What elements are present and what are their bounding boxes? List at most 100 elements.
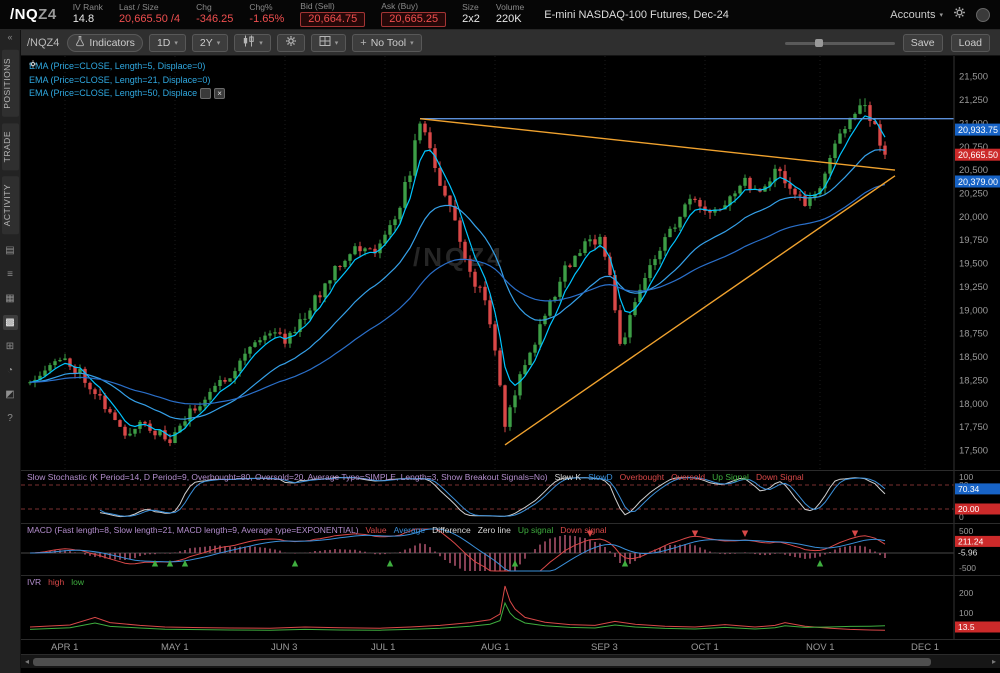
header-right-controls: Accounts ▾ bbox=[890, 6, 990, 24]
range-dropdown[interactable]: 2Y ▾ bbox=[191, 33, 229, 52]
sidebar-tab-trade[interactable]: TRADE bbox=[1, 122, 19, 171]
chevron-down-icon: ▾ bbox=[410, 39, 414, 47]
chart-style-dropdown[interactable]: ▾ bbox=[234, 33, 271, 52]
watchlist-icon[interactable]: ≡ bbox=[7, 269, 13, 281]
price-panel[interactable]: /NQZ4 21,50021,25021,00020,75020,50020,2… bbox=[21, 56, 1000, 470]
svg-text:200: 200 bbox=[959, 588, 973, 598]
scrollbar-thumb[interactable] bbox=[33, 658, 931, 666]
svg-text:21,250: 21,250 bbox=[959, 95, 988, 106]
svg-text:0: 0 bbox=[959, 512, 964, 522]
chart-area: /NQZ4 21,50021,25021,00020,75020,50020,2… bbox=[21, 56, 1000, 673]
svg-text:-500: -500 bbox=[959, 563, 976, 573]
svg-text:-5.96: -5.96 bbox=[958, 547, 978, 557]
stochastic-study-label[interactable]: Slow Stochastic (K Period=14, D Period=9… bbox=[27, 472, 804, 482]
sidebar-tab-activity[interactable]: ACTIVITY bbox=[1, 176, 19, 235]
ivr-panel[interactable]: 200 100 13.5 IVR high low bbox=[21, 575, 1000, 639]
chart-settings-button[interactable] bbox=[276, 33, 305, 52]
crosshair-icon: + bbox=[360, 36, 367, 49]
instrument-description: E-mini NASDAQ-100 Futures, Dec-24 bbox=[544, 8, 729, 21]
history-icon[interactable]: ◔ bbox=[6, 365, 14, 377]
svg-text:18,250: 18,250 bbox=[959, 375, 988, 386]
macd-study-label[interactable]: MACD (Fast length=8, Slow length=21, MAC… bbox=[27, 525, 607, 535]
time-axis-label: AUG 1 bbox=[481, 642, 510, 653]
svg-text:20,250: 20,250 bbox=[959, 189, 988, 200]
svg-text:500: 500 bbox=[959, 526, 973, 536]
drawing-tool-dropdown[interactable]: + No Tool ▾ bbox=[352, 33, 422, 52]
calendar-icon[interactable]: ▦ bbox=[5, 293, 15, 305]
indicators-button[interactable]: Indicators bbox=[67, 33, 143, 52]
load-button[interactable]: Load bbox=[950, 33, 990, 52]
flexible-grid-icon[interactable]: ⊞ bbox=[5, 341, 15, 353]
study-label-0[interactable]: EMA (Price=CLOSE, Length=5, Displace=0) bbox=[29, 61, 206, 71]
grid-layout-dropdown[interactable]: ▾ bbox=[310, 33, 347, 52]
ivr-canvas[interactable]: 200 100 13.5 bbox=[21, 576, 1000, 639]
svg-text:70.34: 70.34 bbox=[958, 484, 980, 494]
svg-text:20,665.50: 20,665.50 bbox=[958, 150, 998, 160]
time-axis-label: NOV 1 bbox=[806, 642, 835, 653]
svg-text:13.5: 13.5 bbox=[958, 622, 975, 632]
zoom-slider-track bbox=[784, 41, 895, 45]
left-sidebar: « POSITIONS TRADE ACTIVITY ▤ ≡ ▦ ▩ ⊞ ◔ ◩? bbox=[0, 30, 21, 673]
gear-icon bbox=[285, 35, 297, 50]
grid-icon bbox=[319, 35, 331, 50]
svg-text:20,933.75: 20,933.75 bbox=[958, 125, 998, 135]
monitor-icon[interactable]: ▤ bbox=[5, 245, 15, 257]
sidebar-tab-positions[interactable]: POSITIONS bbox=[1, 50, 19, 117]
study-settings-icon[interactable] bbox=[29, 60, 212, 100]
svg-text:19,750: 19,750 bbox=[959, 235, 988, 246]
scan-icon[interactable]: ◩ bbox=[5, 389, 15, 401]
sidebar-icons: ▤ ≡ ▦ ▩ ⊞ ◔ ◩? bbox=[2, 234, 18, 426]
chart-scrollbar[interactable]: ◂ ▸ bbox=[21, 654, 1000, 668]
time-axis-label: DEC 1 bbox=[911, 642, 939, 653]
symbol-title: /NQZ4 bbox=[10, 6, 57, 23]
study-close-icon[interactable]: × bbox=[214, 88, 226, 100]
svg-text:100: 100 bbox=[959, 608, 973, 618]
accounts-dropdown[interactable]: Accounts ▾ bbox=[890, 9, 943, 21]
quote-field-ask-buy-: Ask (Buy) 20,665.25 bbox=[381, 2, 447, 27]
toolbar-symbol: /NQZ4 bbox=[27, 36, 60, 49]
quote-field-size: Size 2x2 bbox=[462, 2, 480, 26]
svg-text:20,500: 20,500 bbox=[959, 165, 988, 176]
time-axis-label: MAY 1 bbox=[161, 642, 189, 653]
svg-text:100: 100 bbox=[959, 472, 973, 482]
svg-text:17,500: 17,500 bbox=[959, 446, 988, 457]
quote-field-chg: Chg -346.25 bbox=[196, 2, 234, 26]
svg-text:19,500: 19,500 bbox=[959, 259, 988, 270]
accounts-label: Accounts bbox=[890, 8, 936, 21]
chevron-down-icon: ▾ bbox=[334, 39, 339, 47]
help-icon[interactable]: ? bbox=[7, 413, 13, 425]
ema-study-labels: EMA (Price=CLOSE, Length=5, Displace=0) E… bbox=[29, 60, 226, 101]
macd-canvas[interactable]: 500 -500 211.24-5.96 bbox=[21, 524, 1000, 575]
time-axis: APR 1 MAY 1 JUN 3 JUL 1 AUG 1 SEP 3 OCT 1 NOV 1… bbox=[21, 639, 1000, 654]
scroll-right-icon[interactable]: ▸ bbox=[991, 657, 996, 666]
collapse-sidebar-icon[interactable]: « bbox=[7, 32, 13, 42]
study-label-2[interactable]: EMA (Price=CLOSE, Length=50, Displace × bbox=[29, 60, 226, 101]
svg-text:20,000: 20,000 bbox=[959, 212, 988, 223]
settings-gear-icon[interactable] bbox=[953, 6, 966, 24]
quote-field-volume: Volume 220K bbox=[495, 2, 525, 26]
time-axis-label: JUN 3 bbox=[271, 642, 298, 653]
scroll-left-icon[interactable]: ◂ bbox=[24, 657, 29, 666]
time-axis-label: OCT 1 bbox=[691, 642, 719, 653]
zoom-slider[interactable] bbox=[784, 36, 895, 50]
svg-text:21,500: 21,500 bbox=[959, 72, 988, 83]
charts-icon[interactable]: ▩ bbox=[2, 315, 18, 331]
price-chart-canvas[interactable]: 21,50021,25021,00020,75020,50020,25020,0… bbox=[21, 56, 1000, 470]
macd-panel[interactable]: 500 -500 211.24 -5.96 MACD (Fast length=8, … bbox=[21, 523, 1000, 575]
time-axis-label: JUL 1 bbox=[371, 642, 396, 653]
ivr-study-label[interactable]: IVR high low bbox=[27, 577, 85, 587]
zoom-slider-thumb[interactable] bbox=[814, 38, 823, 47]
sidebar-tabs: POSITIONS TRADE ACTIVITY bbox=[1, 44, 19, 235]
save-button[interactable]: Save bbox=[902, 33, 943, 52]
svg-text:19,250: 19,250 bbox=[959, 282, 988, 293]
svg-text:18,500: 18,500 bbox=[959, 352, 988, 363]
quote-field-bid-sell-: Bid (Sell) 20,664.75 bbox=[300, 2, 366, 27]
aggregation-dropdown[interactable]: 1D ▾ bbox=[148, 33, 186, 52]
study-label-1[interactable]: EMA (Price=CLOSE, Length=21, Displace=0) bbox=[29, 74, 211, 85]
svg-text:20,379.00: 20,379.00 bbox=[958, 177, 998, 187]
chevron-down-icon: ▾ bbox=[259, 39, 263, 47]
account-avatar[interactable] bbox=[976, 7, 990, 22]
